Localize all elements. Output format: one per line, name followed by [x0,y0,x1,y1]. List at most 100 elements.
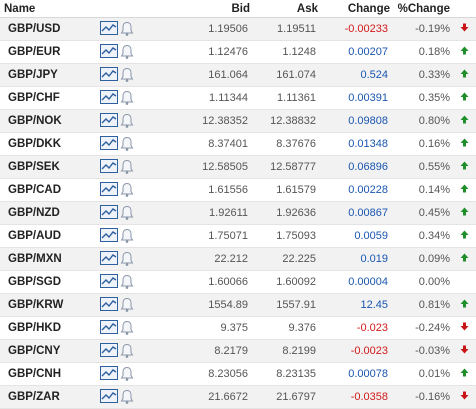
currency-row[interactable]: GBP/SGD 1.60066 1.60092 0.00004 0.00% [0,270,476,294]
line-chart-icon[interactable] [100,297,120,313]
currency-row[interactable]: GBP/CNH 8.23056 8.23135 0.00078 0.01% [0,362,476,386]
line-chart-icon[interactable] [100,389,120,405]
currency-row[interactable]: GBP/NOK 12.38352 12.38832 0.09808 0.80% [0,109,476,133]
bell-icon[interactable] [120,21,140,37]
bell-icon[interactable] [120,44,140,60]
bell-icon[interactable] [120,274,140,290]
line-chart-icon[interactable] [100,44,120,60]
bell-icon[interactable] [120,251,140,267]
ask-value: 1.61579 [250,178,318,202]
pct-change-value: -0.03% [390,339,452,363]
pair-name[interactable]: GBP/NZD [0,201,100,225]
line-chart-icon[interactable] [100,90,120,106]
currency-row[interactable]: GBP/MXN 22.212 22.225 0.019 0.09% [0,247,476,271]
change-value: 12.45 [318,293,390,317]
bell-icon[interactable] [120,343,140,359]
currency-row[interactable]: GBP/SEK 12.58505 12.58777 0.06896 0.55% [0,155,476,179]
pair-name[interactable]: GBP/CHF [0,86,100,110]
header-ask[interactable]: Ask [250,0,318,18]
line-chart-icon[interactable] [100,159,120,175]
down-arrow-icon [460,391,469,403]
pair-name[interactable]: GBP/SGD [0,270,100,294]
pair-name[interactable]: GBP/JPY [0,63,100,87]
direction-indicator [452,201,476,225]
header-pct-change[interactable]: %Change [390,0,452,18]
bid-value: 1.19506 [178,17,250,41]
direction-indicator [452,339,476,363]
bell-icon[interactable] [120,320,140,336]
direction-indicator [452,316,476,340]
change-value: 0.06896 [318,155,390,179]
bell-icon[interactable] [120,90,140,106]
currency-row[interactable]: GBP/JPY 161.064 161.074 0.524 0.33% [0,63,476,87]
row-actions [100,362,178,386]
line-chart-icon[interactable] [100,251,120,267]
bid-value: 12.58505 [178,155,250,179]
header-change[interactable]: Change [318,0,390,18]
pair-name[interactable]: GBP/USD [0,17,100,41]
bid-value: 1.61556 [178,178,250,202]
currency-row[interactable]: GBP/KRW 1554.89 1557.91 12.45 0.81% [0,293,476,317]
currency-row[interactable]: GBP/USD 1.19506 1.19511 -0.00233 -0.19% [0,17,476,41]
ask-value: 21.6797 [250,385,318,409]
currency-row[interactable]: GBP/CNY 8.2179 8.2199 -0.0023 -0.03% [0,339,476,363]
bell-icon[interactable] [120,366,140,382]
pair-name[interactable]: GBP/AUD [0,224,100,248]
line-chart-icon[interactable] [100,228,120,244]
currency-row[interactable]: GBP/AUD 1.75071 1.75093 0.0059 0.34% [0,224,476,248]
bell-icon[interactable] [120,67,140,83]
line-chart-icon[interactable] [100,182,120,198]
line-chart-icon[interactable] [100,113,120,129]
row-actions [100,293,178,317]
bid-value: 161.064 [178,63,250,87]
ask-value: 8.2199 [250,339,318,363]
pct-change-value: 0.80% [390,109,452,133]
line-chart-icon[interactable] [100,343,120,359]
pct-change-value: 0.55% [390,155,452,179]
pair-name[interactable]: GBP/CNY [0,339,100,363]
currency-row[interactable]: GBP/HKD 9.375 9.376 -0.023 -0.24% [0,316,476,340]
line-chart-icon[interactable] [100,205,120,221]
change-value: -0.0023 [318,339,390,363]
direction-indicator [452,247,476,271]
bell-icon[interactable] [120,113,140,129]
bell-icon[interactable] [120,205,140,221]
currency-row[interactable]: GBP/ZAR 21.6672 21.6797 -0.0358 -0.16% [0,385,476,409]
pair-name[interactable]: GBP/MXN [0,247,100,271]
bell-icon[interactable] [120,228,140,244]
pct-change-value: 0.18% [390,40,452,64]
pair-name[interactable]: GBP/NOK [0,109,100,133]
pair-name[interactable]: GBP/HKD [0,316,100,340]
pair-name[interactable]: GBP/DKK [0,132,100,156]
up-arrow-icon [460,368,469,380]
line-chart-icon[interactable] [100,67,120,83]
currency-row[interactable]: GBP/NZD 1.92611 1.92636 0.00867 0.45% [0,201,476,225]
direction-indicator [452,132,476,156]
pair-name[interactable]: GBP/SEK [0,155,100,179]
line-chart-icon[interactable] [100,274,120,290]
currency-row[interactable]: GBP/EUR 1.12476 1.1248 0.00207 0.18% [0,40,476,64]
line-chart-icon[interactable] [100,320,120,336]
ask-value: 9.376 [250,316,318,340]
currency-row[interactable]: GBP/CAD 1.61556 1.61579 0.00228 0.14% [0,178,476,202]
change-value: 0.019 [318,247,390,271]
bell-icon[interactable] [120,159,140,175]
pair-name[interactable]: GBP/CNH [0,362,100,386]
bell-icon[interactable] [120,389,140,405]
ask-value: 1.75093 [250,224,318,248]
bell-icon[interactable] [120,182,140,198]
pair-name[interactable]: GBP/EUR [0,40,100,64]
pair-name[interactable]: GBP/CAD [0,178,100,202]
header-bid[interactable]: Bid [178,0,250,18]
bell-icon[interactable] [120,297,140,313]
line-chart-icon[interactable] [100,136,120,152]
bell-icon[interactable] [120,136,140,152]
pair-name[interactable]: GBP/ZAR [0,385,100,409]
currency-row[interactable]: GBP/DKK 8.37401 8.37676 0.01348 0.16% [0,132,476,156]
line-chart-icon[interactable] [100,21,120,37]
direction-indicator [452,224,476,248]
pair-name[interactable]: GBP/KRW [0,293,100,317]
header-name[interactable]: Name [0,0,100,18]
currency-row[interactable]: GBP/CHF 1.11344 1.11361 0.00391 0.35% [0,86,476,110]
line-chart-icon[interactable] [100,366,120,382]
